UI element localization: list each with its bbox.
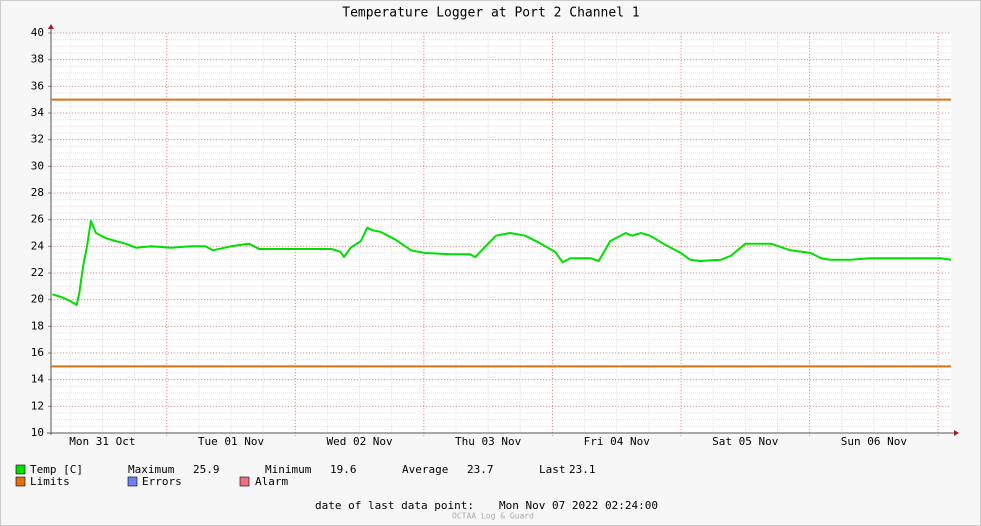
y-tick-label: 10 <box>31 426 44 439</box>
y-tick-label: 40 <box>31 26 44 39</box>
y-tick-label: 14 <box>31 373 45 386</box>
legend-label: Temp [C] <box>30 463 83 476</box>
stat-label: Last <box>539 463 566 476</box>
y-tick-label: 26 <box>31 213 44 226</box>
y-tick-label: 18 <box>31 319 44 332</box>
y-tick-label: 12 <box>31 399 44 412</box>
series-line <box>52 220 952 306</box>
y-tick-label: 24 <box>31 239 45 252</box>
y-tick-label: 20 <box>31 293 44 306</box>
y-axis-arrow <box>48 24 54 29</box>
footer-label: date of last data point: <box>315 499 474 512</box>
chart-title: Temperature Logger at Port 2 Channel 1 <box>342 6 639 21</box>
y-tick-label: 30 <box>31 159 44 172</box>
watermark: OCTAA Log & Guard <box>452 512 534 521</box>
x-tick-label: Tue 01 Nov <box>198 435 265 448</box>
stat-value: 19.6 <box>330 463 357 476</box>
y-tick-label: 38 <box>31 53 44 66</box>
x-tick-label: Fri 04 Nov <box>584 435 651 448</box>
legend-label: Errors <box>142 475 182 488</box>
stat-value: 23.7 <box>467 463 494 476</box>
stat-label: Maximum <box>128 463 175 476</box>
y-tick-label: 16 <box>31 346 44 359</box>
stat-label: Minimum <box>265 463 312 476</box>
y-tick-label: 28 <box>31 186 44 199</box>
footer-value: Mon Nov 07 2022 02:24:00 <box>499 499 658 512</box>
legend-label: Limits <box>30 475 70 488</box>
legend-swatch <box>127 476 138 487</box>
x-tick-label: Mon 31 Oct <box>69 435 135 448</box>
stat-value: 25.9 <box>193 463 220 476</box>
x-tick-label: Thu 03 Nov <box>455 435 522 448</box>
legend-label: Alarm <box>255 475 288 488</box>
legend-swatch <box>239 476 250 487</box>
x-axis-arrow <box>954 430 959 436</box>
y-tick-label: 22 <box>31 266 44 279</box>
y-tick-label: 34 <box>31 106 45 119</box>
x-tick-label: Sun 06 Nov <box>841 435 908 448</box>
legend-swatch <box>15 464 26 475</box>
x-tick-label: Sat 05 Nov <box>712 435 779 448</box>
y-tick-label: 32 <box>31 133 44 146</box>
y-tick-label: 36 <box>31 79 44 92</box>
stat-label: Average <box>402 463 448 476</box>
legend-swatch <box>15 476 26 487</box>
x-tick-label: Wed 02 Nov <box>326 435 393 448</box>
stat-value: 23.1 <box>569 463 596 476</box>
